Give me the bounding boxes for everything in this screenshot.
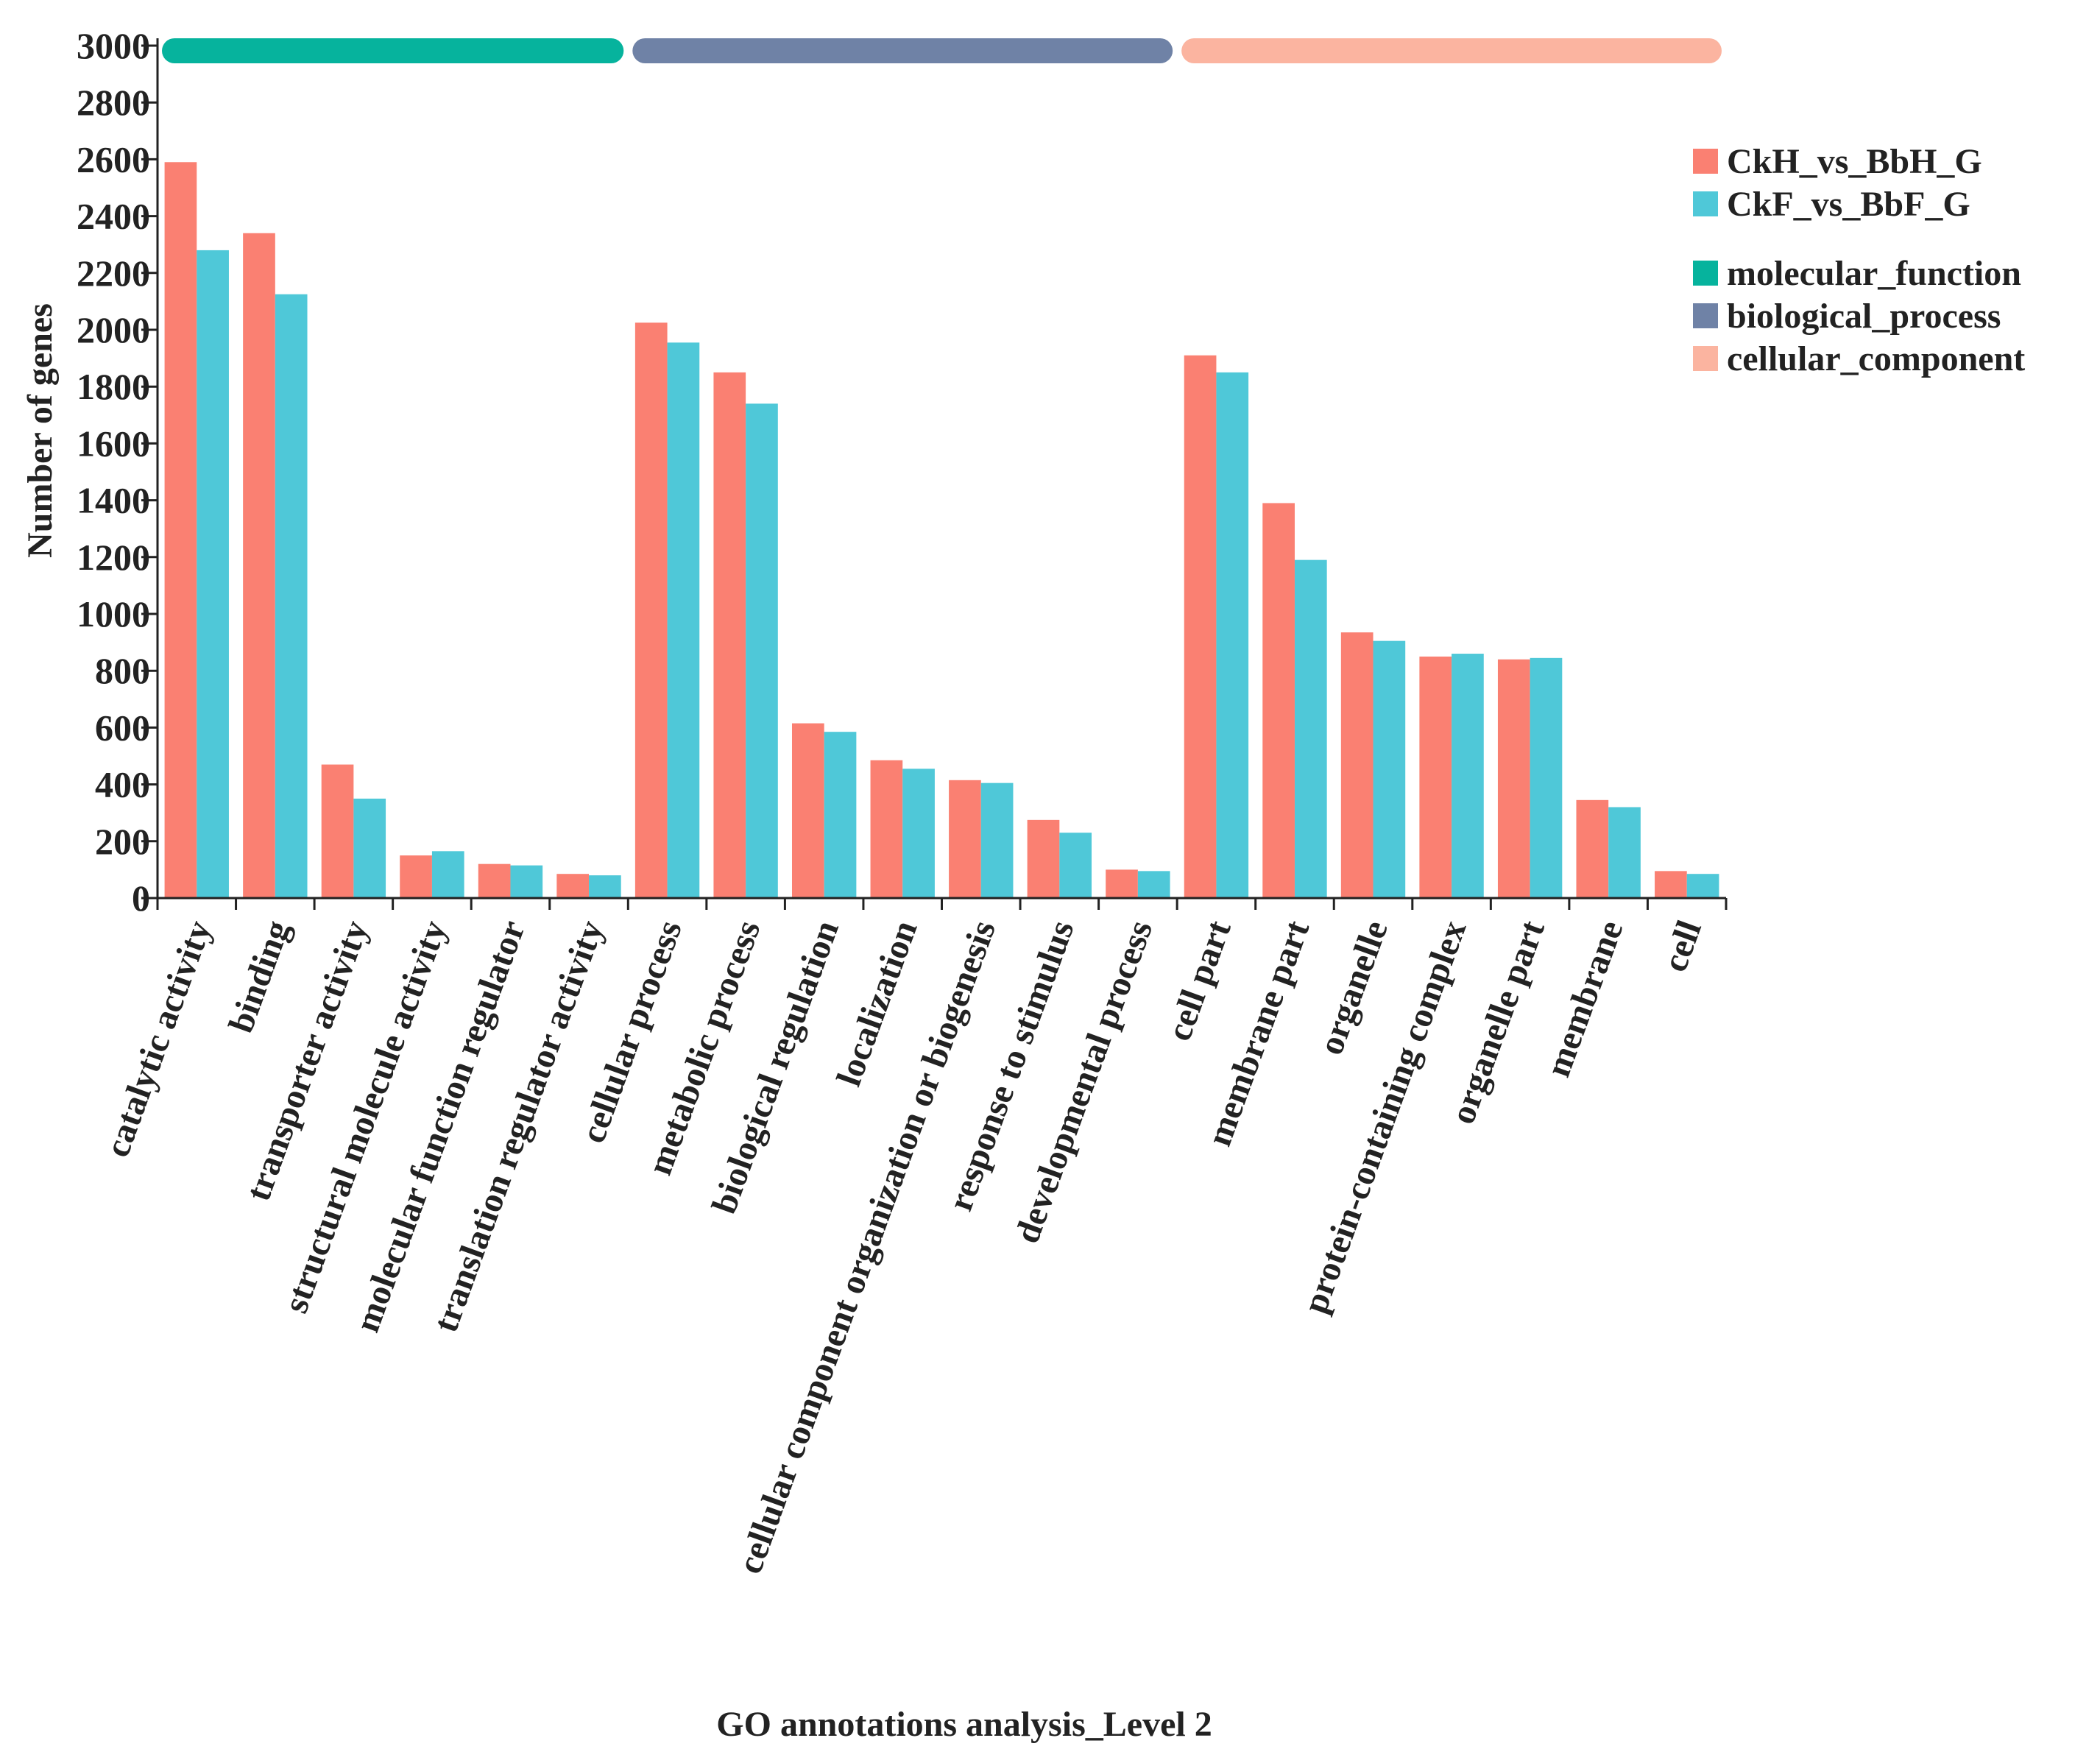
- legend-label-biological-process: biological_process: [1727, 297, 2001, 336]
- bar-ckf-vs-bbf-g-developmental-process: [1137, 871, 1170, 898]
- legend-label-ckf-vs-bbf-g: CkF_vs_BbF_G: [1727, 185, 1970, 224]
- y-tick-label: 600: [95, 707, 150, 748]
- bar-ckf-vs-bbf-g-membrane-part: [1294, 559, 1327, 898]
- bar-ckf-vs-bbf-g-cellular-process: [667, 342, 700, 898]
- y-tick-label: 2200: [77, 252, 150, 294]
- x-label-catalytic-activity: catalytic activity: [97, 916, 219, 1162]
- bar-ckh-vs-bbh-g-membrane: [1576, 799, 1609, 898]
- bar-ckh-vs-bbh-g-metabolic-process: [713, 372, 746, 898]
- y-tick-label: 800: [95, 650, 150, 691]
- axes: [156, 38, 1728, 910]
- bar-ckh-vs-bbh-g-structural-molecule-activity: [400, 855, 432, 898]
- bar-ckh-vs-bbh-g-membrane-part: [1262, 503, 1295, 898]
- bar-ckf-vs-bbf-g-localization: [902, 769, 935, 898]
- bar-ckh-vs-bbh-g-protein-containing-complex: [1419, 656, 1452, 898]
- bar-ckf-vs-bbf-g-translation-regulator-activity: [589, 875, 621, 898]
- y-tick-label: 1400: [77, 480, 150, 521]
- x-label-organelle: organelle: [1311, 916, 1396, 1060]
- bar-ckh-vs-bbh-g-catalytic-activity: [164, 162, 197, 898]
- legend-swatch-molecular-function: [1693, 261, 1718, 286]
- y-tick-label: 2000: [77, 309, 150, 350]
- bar-ckf-vs-bbf-g-cell: [1686, 874, 1719, 898]
- legend-swatch-cellular-component: [1693, 346, 1718, 371]
- y-tick-label: 1000: [77, 593, 150, 635]
- x-label-binding: binding: [222, 916, 298, 1038]
- bar-ckh-vs-bbh-g-cell-part: [1184, 355, 1217, 898]
- bar-ckf-vs-bbf-g-binding: [275, 294, 308, 898]
- x-label-membrane: membrane: [1538, 916, 1630, 1082]
- legend-label-cellular-component: cellular_component: [1727, 339, 2025, 378]
- bar-ckh-vs-bbh-g-binding: [243, 233, 275, 898]
- bar-ckf-vs-bbf-g-biological-regulation: [824, 732, 857, 898]
- bars: [164, 162, 1719, 899]
- bar-ckh-vs-bbh-g-molecular-function-regulator: [478, 863, 511, 898]
- bar-ckf-vs-bbf-g-cell-part: [1216, 372, 1249, 898]
- y-tick-label: 1200: [77, 537, 150, 578]
- bar-ckf-vs-bbf-g-organelle: [1373, 640, 1406, 898]
- bar-ckh-vs-bbh-g-developmental-process: [1106, 869, 1138, 898]
- bar-ckf-vs-bbf-g-catalytic-activity: [197, 250, 229, 898]
- bar-ckf-vs-bbf-g-organelle-part: [1530, 657, 1563, 898]
- y-tick-label: 400: [95, 764, 150, 805]
- x-label-cell-part: cell part: [1159, 916, 1239, 1046]
- group-bar-molecular-function: [162, 38, 624, 63]
- y-tick-label: 200: [95, 821, 150, 862]
- bar-ckf-vs-bbf-g-protein-containing-complex: [1452, 654, 1484, 898]
- group-bar-biological-process: [632, 38, 1173, 63]
- bar-ckf-vs-bbf-g-transporter-activity: [353, 798, 386, 898]
- bar-ckf-vs-bbf-g-response-to-stimulus: [1059, 833, 1092, 898]
- bar-ckh-vs-bbh-g-cellular-process: [634, 322, 668, 899]
- y-tick-label: 3000: [77, 25, 150, 66]
- x-label-cell: cell: [1655, 916, 1709, 977]
- legend: CkH_vs_BbH_G CkF_vs_BbF_G molecular_functi…: [1693, 142, 2025, 378]
- y-tick-label: 2800: [77, 82, 150, 123]
- y-ticks: 0 200 400 600 800 1000 1200 1400 1600 1800 2000 220…: [77, 25, 158, 919]
- bar-ckh-vs-bbh-g-transporter-activity: [321, 764, 354, 898]
- legend-swatch-biological-process: [1693, 303, 1718, 328]
- y-axis-title: Number of genes: [21, 303, 60, 558]
- y-tick-label: 2400: [77, 196, 150, 237]
- bar-ckf-vs-bbf-g-metabolic-process: [746, 403, 778, 898]
- bar-ckf-vs-bbf-g-cellular-component-organization-or-biogenesis: [980, 782, 1014, 898]
- x-axis-title: GO annotations analysis_Level 2: [716, 1705, 1212, 1744]
- bar-ckh-vs-bbh-g-biological-regulation: [791, 723, 824, 898]
- legend-swatch-ckf-vs-bbf-g: [1693, 191, 1718, 216]
- bar-ckh-vs-bbh-g-localization: [870, 760, 903, 898]
- bar-ckh-vs-bbh-g-translation-regulator-activity: [556, 874, 590, 898]
- bar-ckf-vs-bbf-g-molecular-function-regulator: [510, 865, 543, 898]
- y-tick-label: 0: [132, 877, 150, 919]
- legend-label-molecular-function: molecular_function: [1727, 254, 2021, 293]
- y-tick-label: 1600: [77, 423, 150, 464]
- legend-swatch-ckh-vs-bbh-g: [1693, 149, 1718, 174]
- bar-ckh-vs-bbh-g-cell: [1655, 871, 1687, 898]
- bar-ckh-vs-bbh-g-organelle: [1340, 632, 1374, 898]
- y-tick-label: 2600: [77, 138, 150, 180]
- y-tick-label: 1800: [77, 366, 150, 407]
- bar-ckh-vs-bbh-g-organelle-part: [1497, 659, 1530, 898]
- legend-label-ckh-vs-bbh-g: CkH_vs_BbH_G: [1727, 142, 1982, 181]
- bar-ckh-vs-bbh-g-response-to-stimulus: [1027, 819, 1060, 898]
- group-bar-cellular-component: [1181, 38, 1722, 63]
- bar-ckh-vs-bbh-g-cellular-component-organization-or-biogenesis: [949, 780, 981, 898]
- group-bars: [162, 38, 1722, 63]
- bar-ckf-vs-bbf-g-structural-molecule-activity: [431, 851, 464, 898]
- x-label-localization: localization: [830, 916, 925, 1092]
- bar-ckf-vs-bbf-g-membrane: [1608, 807, 1641, 898]
